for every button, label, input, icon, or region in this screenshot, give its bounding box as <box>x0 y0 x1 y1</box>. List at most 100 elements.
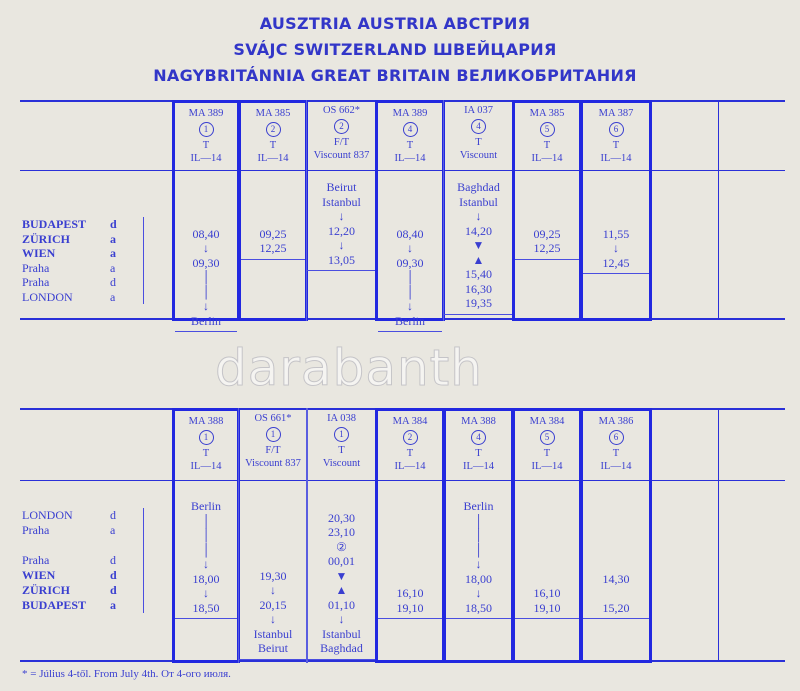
route-mark: │ <box>201 270 211 284</box>
time-cell: 09,25 <box>259 226 287 241</box>
time-cell: 18,00 <box>465 571 492 586</box>
empty-column-divider <box>718 408 719 660</box>
day-of-week-badge: 4 <box>402 122 418 137</box>
time-cell: 12,20 <box>328 223 355 238</box>
aircraft-type: IL—14 <box>463 461 494 472</box>
route-mark: │ <box>474 513 483 528</box>
flight-header: MA 385 2 T IL—14 <box>241 107 305 165</box>
connection-city: Baghdad <box>457 180 500 194</box>
connection-city: Beirut <box>258 641 288 655</box>
route-mark: ↓ <box>338 238 345 252</box>
flight-header: MA 389 4 T IL—14 <box>378 107 442 165</box>
connection-city: Berlin <box>395 313 425 328</box>
aircraft-type: IL—14 <box>600 461 632 472</box>
time-cell: 13,05 <box>328 252 355 267</box>
header-rule <box>20 480 785 481</box>
time-cell: 20,15 <box>259 597 287 612</box>
flight-number: MA 388 <box>461 416 496 427</box>
cell-rule <box>175 331 237 332</box>
station-name: WIEN <box>22 568 56 582</box>
flight-number: MA 385 <box>529 108 565 119</box>
station-row: ZÜRICH a <box>22 232 116 247</box>
flight-column: IA 038 1 T Viscount 20,30 23,10 ② 00,01 ▼ ▲ 01,… <box>306 408 377 663</box>
flight-header: OS 661* 1 F/T Viscount 837 <box>239 412 307 470</box>
flight-number: IA 037 <box>464 105 493 116</box>
flight-header: MA 385 5 T IL—14 <box>515 107 579 165</box>
flight-column: MA 384 2 T IL—14 16,10 19,10 <box>375 408 445 663</box>
day-of-week-badge: 4 <box>471 119 486 134</box>
station-name: Praha <box>22 523 50 537</box>
time-cell: 18,00 <box>192 571 220 586</box>
station-row: LONDON d <box>22 508 116 523</box>
time-cell: 12,25 <box>259 241 287 255</box>
service-class: T <box>543 140 551 151</box>
time-cell: 23,10 <box>328 525 355 539</box>
route-mark: ↓ <box>475 586 482 600</box>
station-row: BUDAPEST a <box>22 598 116 613</box>
day-of-week-badge: 6 <box>608 122 624 137</box>
aircraft-type: IL—14 <box>394 461 426 472</box>
route-mark: ↓ <box>203 586 209 600</box>
connection-city: Istanbul <box>322 626 361 641</box>
flight-column: OS 662* 2 F/T Viscount 837 Beirut Istanbul… <box>306 100 377 321</box>
route-mark: │ <box>474 528 483 542</box>
service-class: T <box>475 137 482 148</box>
flight-column: MA 386 6 T IL—14 14,30 15,20 <box>580 408 652 663</box>
arrival-departure-code: d <box>110 217 117 231</box>
connection-city: Berlin <box>191 313 221 328</box>
time-cell: 19,30 <box>259 568 287 583</box>
day-of-week-badge: 1 <box>334 427 349 442</box>
cell-rule <box>239 658 307 660</box>
connection-city: Beirut <box>326 180 357 194</box>
flight-header: MA 388 1 T IL—14 <box>175 415 237 473</box>
route-mark: ↓ <box>203 241 209 255</box>
route-mark: ▲ <box>335 583 348 597</box>
time-cell: 16,10 <box>533 586 561 600</box>
aircraft-type: IL—14 <box>394 153 426 164</box>
route-mark: ② <box>336 539 347 554</box>
time-cell: 09,30 <box>192 255 220 270</box>
connection-city: Baghdad <box>320 641 363 655</box>
station-row: LONDON a <box>22 290 115 305</box>
route-mark: ↓ <box>407 241 413 255</box>
arrival-departure-code: d <box>110 568 117 582</box>
station-name: ZÜRICH <box>22 231 71 246</box>
service-class: F/T <box>265 445 281 456</box>
station-row: BUDAPEST d <box>22 217 117 232</box>
service-class: T <box>406 140 414 151</box>
time-cell: 12,45 <box>602 255 630 270</box>
day-of-week-badge: 5 <box>539 122 555 137</box>
flight-column: MA 385 5 T IL—14 09,25 12,25 <box>512 100 582 321</box>
arrival-departure-code: a <box>110 598 116 612</box>
empty-column-divider <box>718 100 719 318</box>
flight-number: MA 384 <box>529 416 565 427</box>
station-name: Praha <box>22 260 50 275</box>
service-class: T <box>543 448 551 459</box>
aircraft-type: IL—14 <box>531 153 563 164</box>
arrival-departure-code: d <box>110 275 116 289</box>
route-mark: │ <box>201 284 211 299</box>
cell-rule <box>515 618 579 619</box>
time-cell: 15,40 <box>465 267 492 281</box>
flight-header: MA 387 6 T IL—14 <box>583 107 649 165</box>
aircraft-type: IL—14 <box>190 461 222 472</box>
cell-rule <box>444 313 513 315</box>
flight-number: IA 038 <box>327 413 356 424</box>
aircraft-type: IL—14 <box>257 153 289 164</box>
route-mark: ▼ <box>472 238 485 252</box>
station-row: WIEN a <box>22 246 116 261</box>
connection-city: Berlin <box>191 499 221 513</box>
service-class: T <box>475 448 482 459</box>
arrival-departure-code: a <box>110 289 116 304</box>
flight-column: IA 037 4 T Viscount Baghdad Istanbul ↓ 14,20… <box>443 100 514 321</box>
flight-number: MA 389 <box>392 108 428 119</box>
flight-number: OS 662* <box>322 105 361 116</box>
flight-header: MA 384 2 T IL—14 <box>378 415 442 473</box>
aircraft-type: Viscount <box>459 150 498 161</box>
cell-rule <box>515 258 579 260</box>
connection-city: Istanbul <box>253 626 293 641</box>
time-cell: 14,30 <box>602 571 630 586</box>
day-of-week-badge: 2 <box>402 430 418 445</box>
flight-number: MA 388 <box>188 416 224 427</box>
route-mark: ▲ <box>472 252 485 267</box>
